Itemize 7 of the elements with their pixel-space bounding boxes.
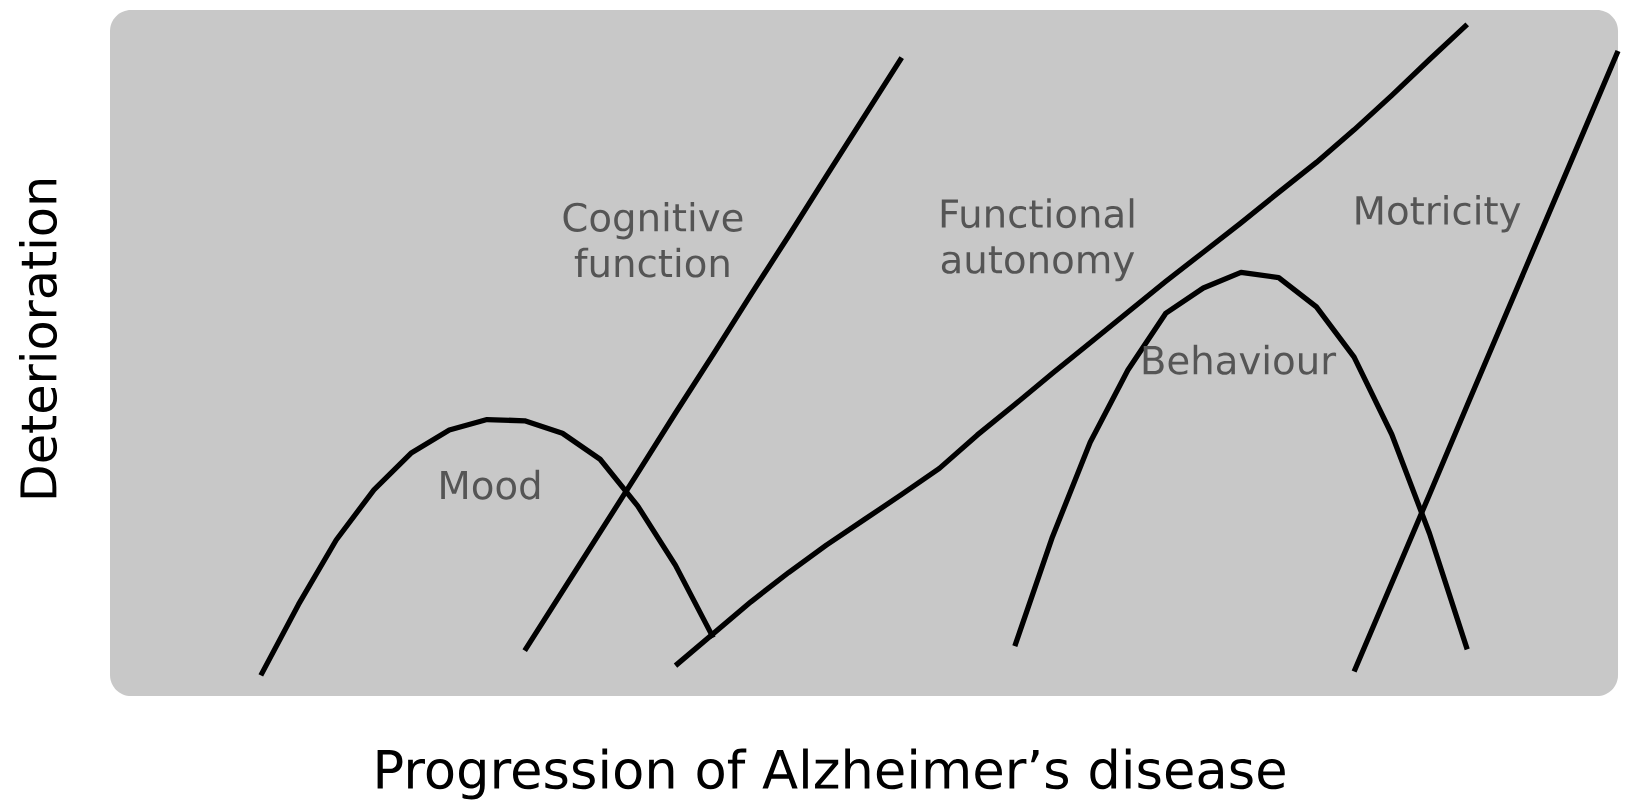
series-label: Behaviour (1143, 344, 1337, 375)
series-label: Functional autonomy (941, 198, 1135, 282)
series-label: Cognitive function (563, 201, 743, 278)
series-label: Motricity (1356, 195, 1521, 233)
x-axis-title: Progression of Alzheimer’s disease (377, 748, 1285, 800)
y-axis-title: Deterioration (18, 179, 58, 498)
series-label: Mood (441, 469, 540, 500)
